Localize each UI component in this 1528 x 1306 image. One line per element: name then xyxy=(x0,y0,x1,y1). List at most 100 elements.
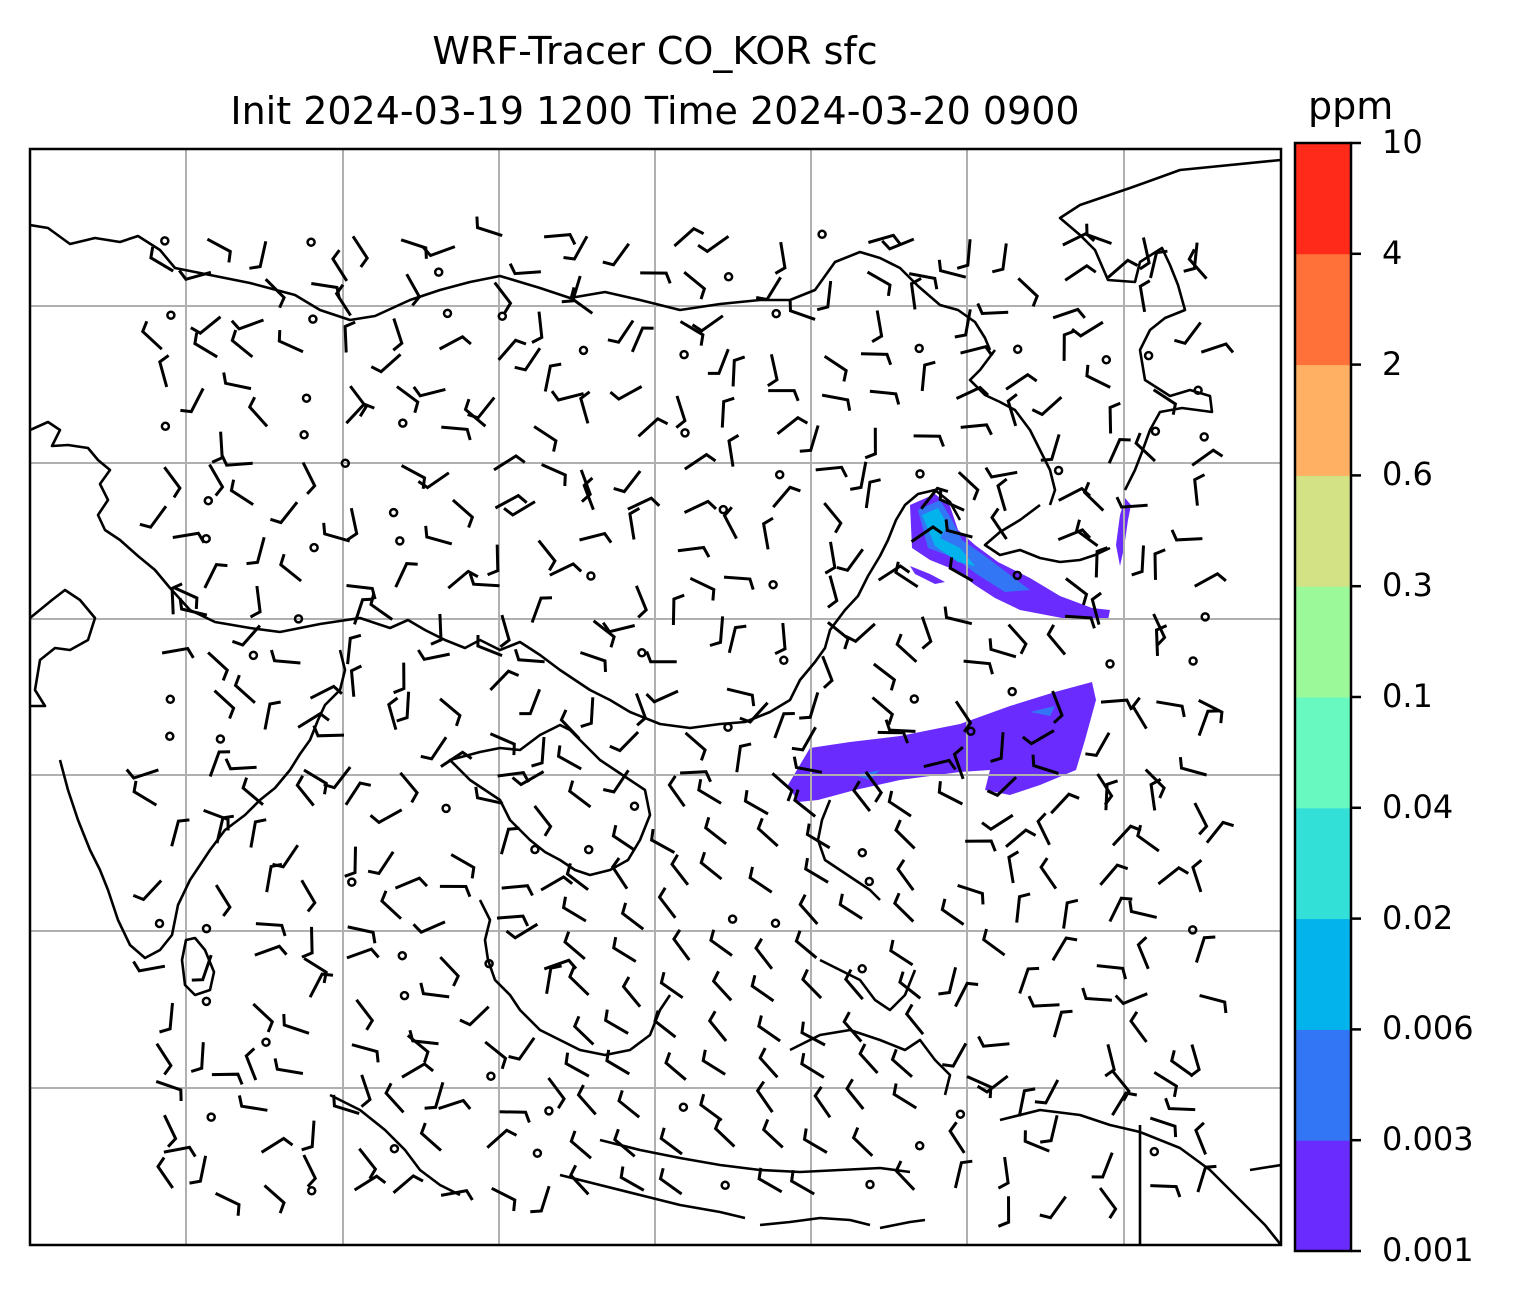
wind-barb xyxy=(1153,1071,1179,1098)
calm-wind-marker xyxy=(530,844,540,855)
wind-barb xyxy=(1050,792,1080,815)
wind-barb xyxy=(580,697,595,729)
wind-barb xyxy=(489,732,516,756)
wind-barb xyxy=(193,332,218,359)
wind-barb xyxy=(895,633,918,663)
wind-barb xyxy=(297,711,330,729)
wind-barb xyxy=(399,771,419,804)
wind-barb xyxy=(701,1049,726,1076)
wind-barb xyxy=(439,956,460,987)
wind-barb xyxy=(1091,1152,1114,1179)
wind-barb xyxy=(1128,900,1158,919)
calm-wind-marker xyxy=(857,964,867,974)
wind-barb xyxy=(346,507,359,541)
wind-barb xyxy=(370,353,402,374)
wind-barb xyxy=(1085,223,1113,245)
wind-barb xyxy=(743,789,769,816)
wind-barb xyxy=(1131,545,1145,577)
wind-barb xyxy=(965,839,997,852)
wind-barb xyxy=(351,1043,380,1063)
calm-wind-marker xyxy=(578,345,589,356)
wind-barb xyxy=(1051,690,1064,724)
wind-barb xyxy=(1039,1195,1067,1220)
wind-barb xyxy=(804,857,829,884)
wind-barb xyxy=(189,1155,208,1185)
wind-barb xyxy=(1193,571,1227,588)
wind-barb xyxy=(816,280,833,312)
wind-barb xyxy=(491,1186,517,1212)
wind-barb xyxy=(801,968,823,1000)
wind-barb xyxy=(533,425,558,452)
wind-barb xyxy=(963,659,994,675)
wind-barb xyxy=(869,389,901,405)
wind-barb xyxy=(269,649,301,665)
wind-barb xyxy=(634,692,648,727)
wind-barb xyxy=(254,944,288,957)
calm-wind-marker xyxy=(309,542,319,553)
colorbar-tick-label: 0.02 xyxy=(1382,898,1454,937)
calm-wind-marker xyxy=(723,272,734,282)
wind-barb xyxy=(211,1072,244,1085)
wind-barb xyxy=(991,243,1008,274)
wind-barb xyxy=(360,1074,372,1108)
wind-barb xyxy=(1094,546,1108,578)
wind-barb xyxy=(691,314,724,333)
wind-barb xyxy=(302,1154,318,1188)
wind-barb xyxy=(334,283,352,317)
calm-wind-marker xyxy=(915,469,925,479)
wind-barb xyxy=(772,485,801,509)
wind-barb xyxy=(1005,372,1038,391)
wind-barb xyxy=(508,263,542,276)
wind-barb xyxy=(645,689,679,704)
wind-barb xyxy=(799,691,820,720)
wind-barb xyxy=(353,1174,387,1192)
wind-barb xyxy=(954,981,979,1008)
wind-barb xyxy=(351,235,370,268)
wind-barb xyxy=(255,922,287,937)
wind-barb xyxy=(1154,624,1168,656)
wind-barb xyxy=(805,823,831,850)
wind-barb xyxy=(864,770,884,803)
wind-barb xyxy=(1107,437,1131,464)
wind-barb xyxy=(774,241,787,275)
wind-barb xyxy=(960,344,994,357)
wind-barb xyxy=(412,920,446,934)
wind-barb xyxy=(953,1159,973,1189)
wind-barb xyxy=(913,434,945,448)
calm-wind-marker xyxy=(909,694,920,704)
wind-barb xyxy=(942,1042,968,1068)
wind-barb xyxy=(252,1002,275,1033)
wind-barb xyxy=(954,309,972,339)
colorbar-segment xyxy=(1295,475,1351,587)
wind-barb xyxy=(1098,1187,1118,1220)
wind-barb xyxy=(533,804,553,837)
wind-barb xyxy=(493,281,513,314)
wind-barb xyxy=(1131,696,1148,730)
wind-barb xyxy=(264,278,286,309)
wind-barb xyxy=(884,719,916,733)
wind-barb xyxy=(1139,237,1151,271)
wind-barb xyxy=(1108,401,1121,434)
calm-wind-marker xyxy=(727,914,738,924)
wind-barb xyxy=(799,425,820,453)
wind-barb xyxy=(1023,1130,1050,1153)
calm-wind-marker xyxy=(484,958,494,969)
wind-barb xyxy=(450,853,476,879)
wind-barb xyxy=(866,270,892,297)
wind-barb xyxy=(579,651,607,672)
wind-barb xyxy=(1074,519,1099,548)
wind-barb xyxy=(1081,987,1112,1002)
calm-wind-marker xyxy=(154,918,165,929)
wind-barb xyxy=(277,330,304,354)
colorbar-segment xyxy=(1295,253,1351,366)
wind-barb xyxy=(568,966,590,996)
wind-barb xyxy=(748,866,773,894)
wind-barb xyxy=(396,691,411,723)
wind-barb xyxy=(1164,1097,1196,1112)
wind-barb xyxy=(1136,824,1160,853)
wind-barb xyxy=(621,976,642,1008)
wind-barb xyxy=(664,1051,687,1081)
wind-barb xyxy=(1187,248,1208,280)
wind-barb xyxy=(308,972,334,998)
wind-barb xyxy=(139,505,168,529)
